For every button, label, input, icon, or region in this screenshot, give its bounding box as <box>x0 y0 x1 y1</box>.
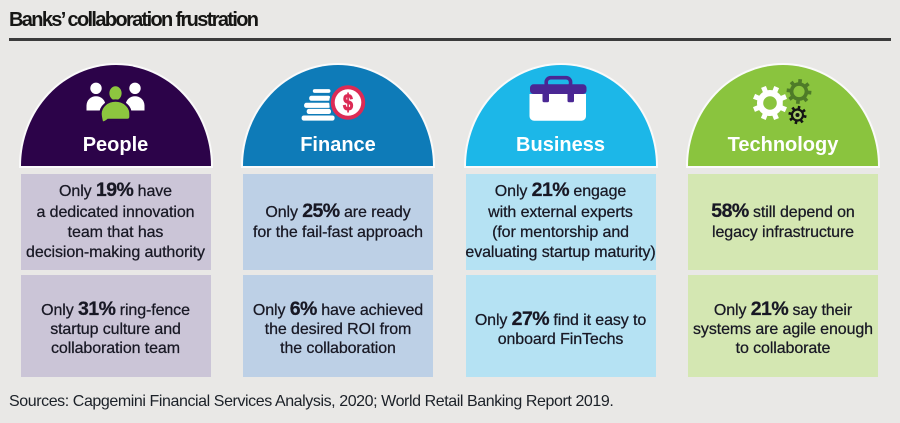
svg-text:$: $ <box>343 90 353 116</box>
